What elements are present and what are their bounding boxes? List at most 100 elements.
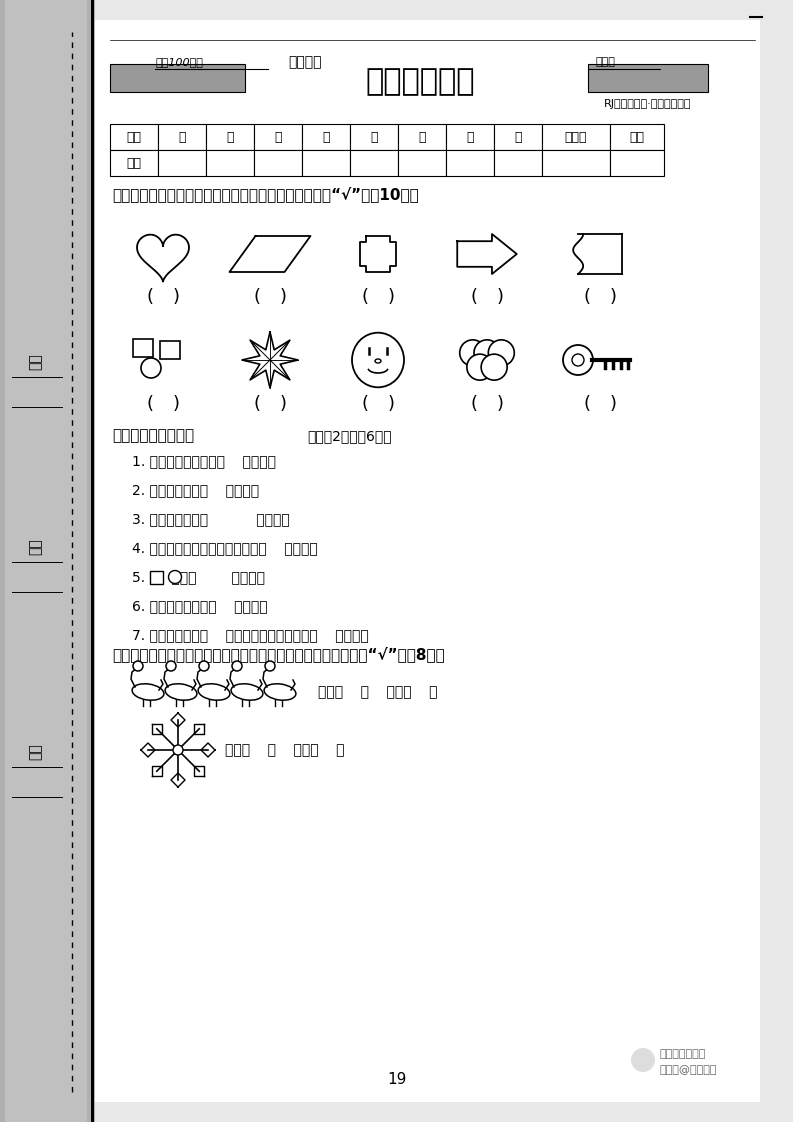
Text: 中小学满分学苑: 中小学满分学苑 [660, 1049, 707, 1059]
Ellipse shape [132, 683, 164, 700]
Bar [588, 64, 708, 92]
Ellipse shape [198, 683, 230, 700]
Text: (: ( [584, 395, 591, 413]
Circle shape [199, 661, 209, 671]
Text: (: ( [470, 288, 477, 306]
Circle shape [232, 661, 242, 671]
Bar [350, 150, 398, 176]
Bar [5, 0, 87, 1122]
Text: 五: 五 [370, 130, 377, 144]
Text: 四: 四 [322, 130, 330, 144]
Text: (: ( [254, 395, 260, 413]
Text: 学校: 学校 [28, 744, 42, 761]
Text: ): ) [610, 288, 616, 306]
Text: 三、下面图案分别是由基本图形怎样运动得到的？选一选。（打“√”）（8分）: 三、下面图案分别是由基本图形怎样运动得到的？选一选。（打“√”）（8分） [112, 646, 445, 662]
Text: 新教材: 新教材 [595, 57, 615, 67]
Text: ): ) [388, 395, 394, 413]
Text: (: ( [254, 288, 260, 306]
Text: 5.      都是（        ）图形。: 5. 都是（ ）图形。 [132, 570, 265, 583]
Circle shape [173, 745, 183, 755]
Bar [302, 150, 350, 176]
Bar [158, 125, 206, 150]
Bar [110, 64, 245, 92]
Bar [206, 150, 254, 176]
Text: 得分: 得分 [127, 156, 141, 169]
Text: （每穲2分，共6分）: （每穲2分，共6分） [307, 429, 392, 443]
Circle shape [141, 358, 161, 378]
Bar [254, 125, 302, 150]
Text: 2. 小熊举重属于（    ）现象。: 2. 小熊举重属于（ ）现象。 [132, 482, 259, 497]
Text: 3. 天安门城楼是（           ）图形。: 3. 天安门城楼是（ ）图形。 [132, 512, 289, 526]
Text: ): ) [279, 288, 286, 306]
Text: 三: 三 [274, 130, 282, 144]
Text: 题号: 题号 [127, 130, 141, 144]
Ellipse shape [165, 683, 197, 700]
Text: 搜狐号@对精精斗: 搜狐号@对精精斗 [660, 1065, 718, 1075]
Text: (: ( [470, 395, 477, 413]
Text: 六: 六 [418, 130, 426, 144]
Text: 过关测试密卷: 过关测试密卷 [366, 67, 475, 96]
Text: (: ( [362, 288, 369, 306]
Text: ): ) [173, 288, 179, 306]
Bar [446, 125, 494, 150]
Circle shape [572, 355, 584, 366]
Text: 一: 一 [178, 130, 186, 144]
Text: 班级: 班级 [28, 353, 42, 370]
Bar [0, 0, 90, 1122]
Text: 6. 小朋友滑滑梯是（    ）现象。: 6. 小朋友滑滑梯是（ ）现象。 [132, 599, 267, 613]
Text: 总分: 总分 [630, 130, 645, 144]
Text: 1. 风车迎风转动属于（    ）现象。: 1. 风车迎风转动属于（ ）现象。 [132, 454, 276, 468]
Bar [398, 125, 446, 150]
Text: ): ) [610, 395, 616, 413]
Ellipse shape [231, 683, 263, 700]
Text: 第三单元: 第三单元 [288, 55, 321, 68]
Bar [494, 150, 542, 176]
Text: RJ课标版数学·二年级（下）: RJ课标版数学·二年级（下） [604, 99, 691, 109]
Bar [133, 339, 153, 357]
Circle shape [481, 355, 508, 380]
Bar [542, 150, 610, 176]
Text: (: ( [362, 395, 369, 413]
Text: (: ( [147, 395, 154, 413]
Text: 平移（    ）    旋转（    ）: 平移（ ） 旋转（ ） [225, 743, 344, 757]
Ellipse shape [352, 333, 404, 387]
Bar [610, 150, 664, 176]
Bar [158, 150, 206, 176]
Bar [542, 125, 610, 150]
Bar [160, 341, 180, 359]
Bar [150, 571, 163, 583]
Circle shape [133, 661, 143, 671]
Ellipse shape [375, 359, 381, 364]
Text: 平移（    ）    旋转（    ）: 平移（ ） 旋转（ ） [318, 686, 438, 699]
Text: 附加题: 附加题 [565, 130, 588, 144]
Bar [110, 125, 158, 150]
Text: ): ) [496, 395, 504, 413]
Circle shape [474, 340, 500, 366]
Text: ): ) [496, 288, 504, 306]
Bar [95, 20, 760, 1102]
Circle shape [265, 661, 275, 671]
Circle shape [563, 344, 593, 375]
Bar [110, 150, 158, 176]
Bar [206, 125, 254, 150]
Bar [446, 150, 494, 176]
Text: 二、想一想，填一填: 二、想一想，填一填 [112, 429, 194, 443]
Text: (: ( [584, 288, 591, 306]
Circle shape [460, 340, 485, 366]
Text: ): ) [173, 395, 179, 413]
Text: 七: 七 [466, 130, 473, 144]
Text: ): ) [279, 395, 286, 413]
Bar [610, 125, 664, 150]
Text: 姓名: 姓名 [28, 539, 42, 555]
Circle shape [631, 1048, 655, 1072]
Text: ): ) [388, 288, 394, 306]
Text: (: ( [147, 288, 154, 306]
Text: 二: 二 [226, 130, 234, 144]
Bar [350, 125, 398, 150]
Bar [494, 125, 542, 150]
Ellipse shape [264, 683, 296, 700]
Text: 八: 八 [514, 130, 522, 144]
Text: 冲刺100必备: 冲刺100必备 [155, 57, 203, 67]
Text: 7. 水平推笱子是（    ）现象，拧开钙笔杆是（    ）现象。: 7. 水平推笱子是（ ）现象，拧开钙笔杆是（ ）现象。 [132, 628, 369, 642]
Circle shape [168, 570, 182, 583]
